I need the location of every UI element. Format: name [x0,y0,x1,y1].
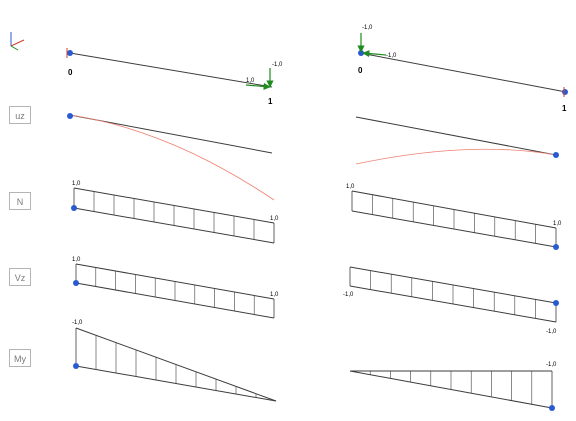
load-arrow-horizontal[interactable] [362,49,387,58]
right-My-diagram: -1,0 [349,362,557,411]
support-icon [562,87,568,97]
row-button-Vz[interactable]: Vz [9,268,31,286]
load-value-horizontal: -1,0 [386,53,397,59]
value-label: -1,0 [343,292,354,298]
left-Vz-diagram: 1,0 1,0 [72,257,279,319]
load-value-vertical: -1,0 [272,62,283,68]
node-label: 1 [562,104,567,113]
left-uz-diagram [67,113,275,201]
node-label: 1 [268,97,273,106]
right-Vz-diagram: -1,0 -1,0 [343,266,559,335]
node-label: 0 [358,66,363,75]
value-label: -1,0 [546,362,557,368]
value-label: -1,0 [546,329,557,335]
support-icon [553,244,559,250]
support-icon [67,113,73,119]
support-icon [553,152,559,158]
support-icon [71,205,77,211]
left-My-diagram: -1,0 [72,320,277,402]
right-structure: 0 1 -1,0 -1,0 [357,25,568,113]
value-label: -1,0 [72,320,83,326]
row-button-uz[interactable]: uz [9,106,31,124]
value-label: 1,0 [72,257,81,263]
node-label: 0 [68,68,73,77]
support-icon [73,280,79,286]
row-button-My[interactable]: My [9,349,31,367]
value-label: 1,0 [72,181,81,187]
value-label: 1,0 [270,292,279,298]
row-button-N[interactable]: N [9,192,31,210]
value-label: 1,0 [270,216,279,222]
right-uz-diagram [355,116,559,165]
support-icon [66,48,73,58]
coordinate-axes-icon [10,32,25,51]
load-arrow-horizontal[interactable] [245,82,271,91]
load-value-vertical: -1,0 [362,25,373,31]
support-icon [73,363,79,369]
support-icon [549,405,555,411]
load-value-horizontal: 1,0 [246,78,255,84]
support-icon [553,300,559,306]
value-label: 1,0 [346,184,355,190]
value-label: 1,0 [553,221,562,227]
left-N-diagram: 1,0 1,0 [71,181,279,244]
left-structure: 0 1 1,0 -1,0 [66,48,283,106]
